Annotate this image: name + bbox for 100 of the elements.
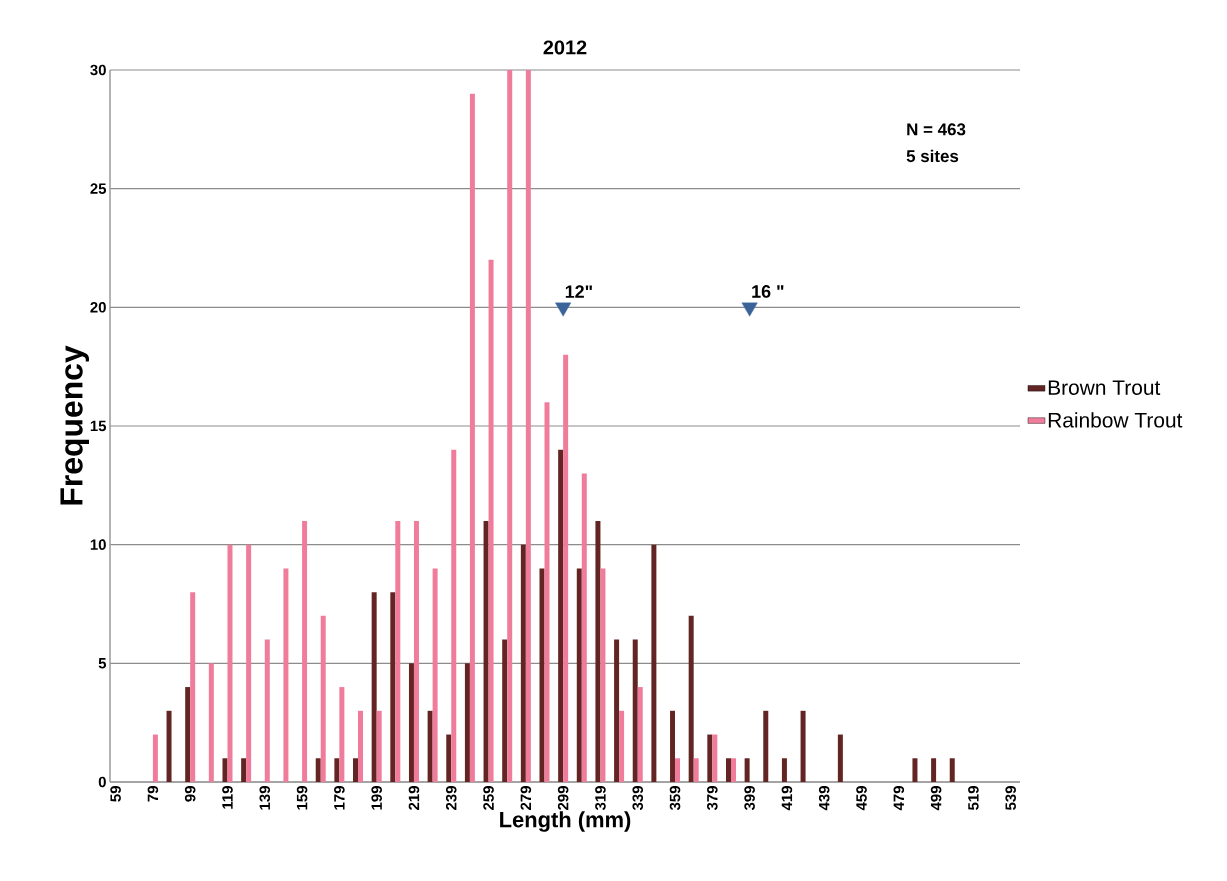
bar <box>614 639 620 782</box>
x-tick-label: 259 <box>483 786 494 810</box>
bar <box>222 758 228 782</box>
bar <box>339 687 345 782</box>
bar <box>730 758 736 782</box>
bar <box>725 758 731 782</box>
y-tick-label: 10 <box>90 539 106 550</box>
bar <box>507 69 513 782</box>
y-tick-label: 30 <box>90 64 106 76</box>
x-tick-label: 539 <box>1005 786 1016 810</box>
bar <box>707 734 713 782</box>
x-tick-label: 179 <box>334 786 345 810</box>
bar <box>949 758 955 782</box>
bar <box>675 758 681 782</box>
bar <box>353 758 359 782</box>
x-tick-label: 199 <box>371 786 382 810</box>
x-tick-label: 319 <box>595 786 606 811</box>
bar <box>744 758 750 782</box>
bar <box>525 69 531 782</box>
x-tick-label: 399 <box>744 786 755 811</box>
bar <box>315 758 321 782</box>
x-tick-label: 519 <box>968 786 979 810</box>
x-tick-label: 459 <box>856 786 867 811</box>
x-tick-label: 99 <box>184 786 196 802</box>
bar <box>563 354 569 782</box>
bar <box>413 520 419 782</box>
bar <box>781 758 787 782</box>
bar <box>464 663 470 782</box>
annotation: 5 sites <box>906 149 959 163</box>
bar <box>502 639 508 782</box>
x-tick-label: 299 <box>557 786 569 810</box>
x-tick-label: 279 <box>520 786 532 810</box>
bar <box>539 568 545 782</box>
x-tick-label: 419 <box>781 786 793 811</box>
bar <box>302 520 308 782</box>
bar <box>376 710 382 782</box>
bar <box>488 259 494 782</box>
x-tick-label: 159 <box>296 786 308 810</box>
bar <box>246 544 252 782</box>
bar <box>763 710 769 782</box>
y-tick-label: 15 <box>90 420 107 432</box>
bar <box>446 734 452 782</box>
bar <box>358 710 364 782</box>
x-tick-label: 379 <box>707 786 718 811</box>
bar <box>670 710 676 782</box>
bar <box>408 663 414 782</box>
bar <box>576 568 582 782</box>
bar <box>632 639 638 782</box>
bar <box>390 592 396 782</box>
annotation: 12" <box>565 285 592 298</box>
bar <box>469 93 475 782</box>
bar <box>558 449 564 782</box>
bar <box>334 758 340 782</box>
bar <box>166 710 172 782</box>
bar <box>600 568 606 782</box>
bar <box>395 520 401 782</box>
legend-label: Brown Trout <box>1048 380 1161 395</box>
chart-title: 2012 <box>543 40 587 55</box>
bar <box>637 687 643 782</box>
x-tick-label: 59 <box>110 786 121 802</box>
bar <box>451 449 457 782</box>
bar <box>837 734 843 782</box>
bar <box>190 592 196 782</box>
bar <box>931 758 937 782</box>
y-axis-title: Frequency <box>60 345 90 505</box>
bar <box>320 615 326 782</box>
bar <box>152 734 158 782</box>
annotation: N = 463 <box>907 123 966 136</box>
bar <box>227 544 233 782</box>
bar <box>595 520 601 782</box>
bar <box>651 544 657 782</box>
bar <box>427 710 433 782</box>
y-tick-label: 25 <box>90 183 107 194</box>
bar <box>185 687 191 782</box>
x-tick-label: 139 <box>259 786 271 810</box>
bar <box>241 758 247 782</box>
x-tick-label: 219 <box>408 786 420 810</box>
bar <box>712 734 718 782</box>
bar <box>581 473 587 782</box>
x-tick-label: 439 <box>818 786 830 811</box>
y-tick-label: 20 <box>90 302 106 313</box>
x-tick-label: 479 <box>893 786 905 811</box>
x-tick-label: 119 <box>222 786 233 809</box>
bar <box>264 639 270 782</box>
x-tick-label: 79 <box>147 786 159 802</box>
y-tick-label: 0 <box>98 776 106 788</box>
bar <box>619 710 625 782</box>
x-tick-label: 359 <box>669 786 681 811</box>
bar <box>912 758 918 782</box>
bar <box>693 758 699 782</box>
bar <box>283 568 289 782</box>
y-tick-label: 5 <box>98 658 107 669</box>
x-axis-title: Length (mm) <box>500 811 631 832</box>
bar <box>800 710 806 782</box>
x-tick-label: 499 <box>930 786 942 811</box>
bar <box>432 568 438 782</box>
annotation: 16 " <box>752 285 784 298</box>
x-tick-label: 239 <box>445 786 457 810</box>
legend-label: Rainbow Trout <box>1048 412 1183 428</box>
x-tick-label: 339 <box>632 786 644 811</box>
